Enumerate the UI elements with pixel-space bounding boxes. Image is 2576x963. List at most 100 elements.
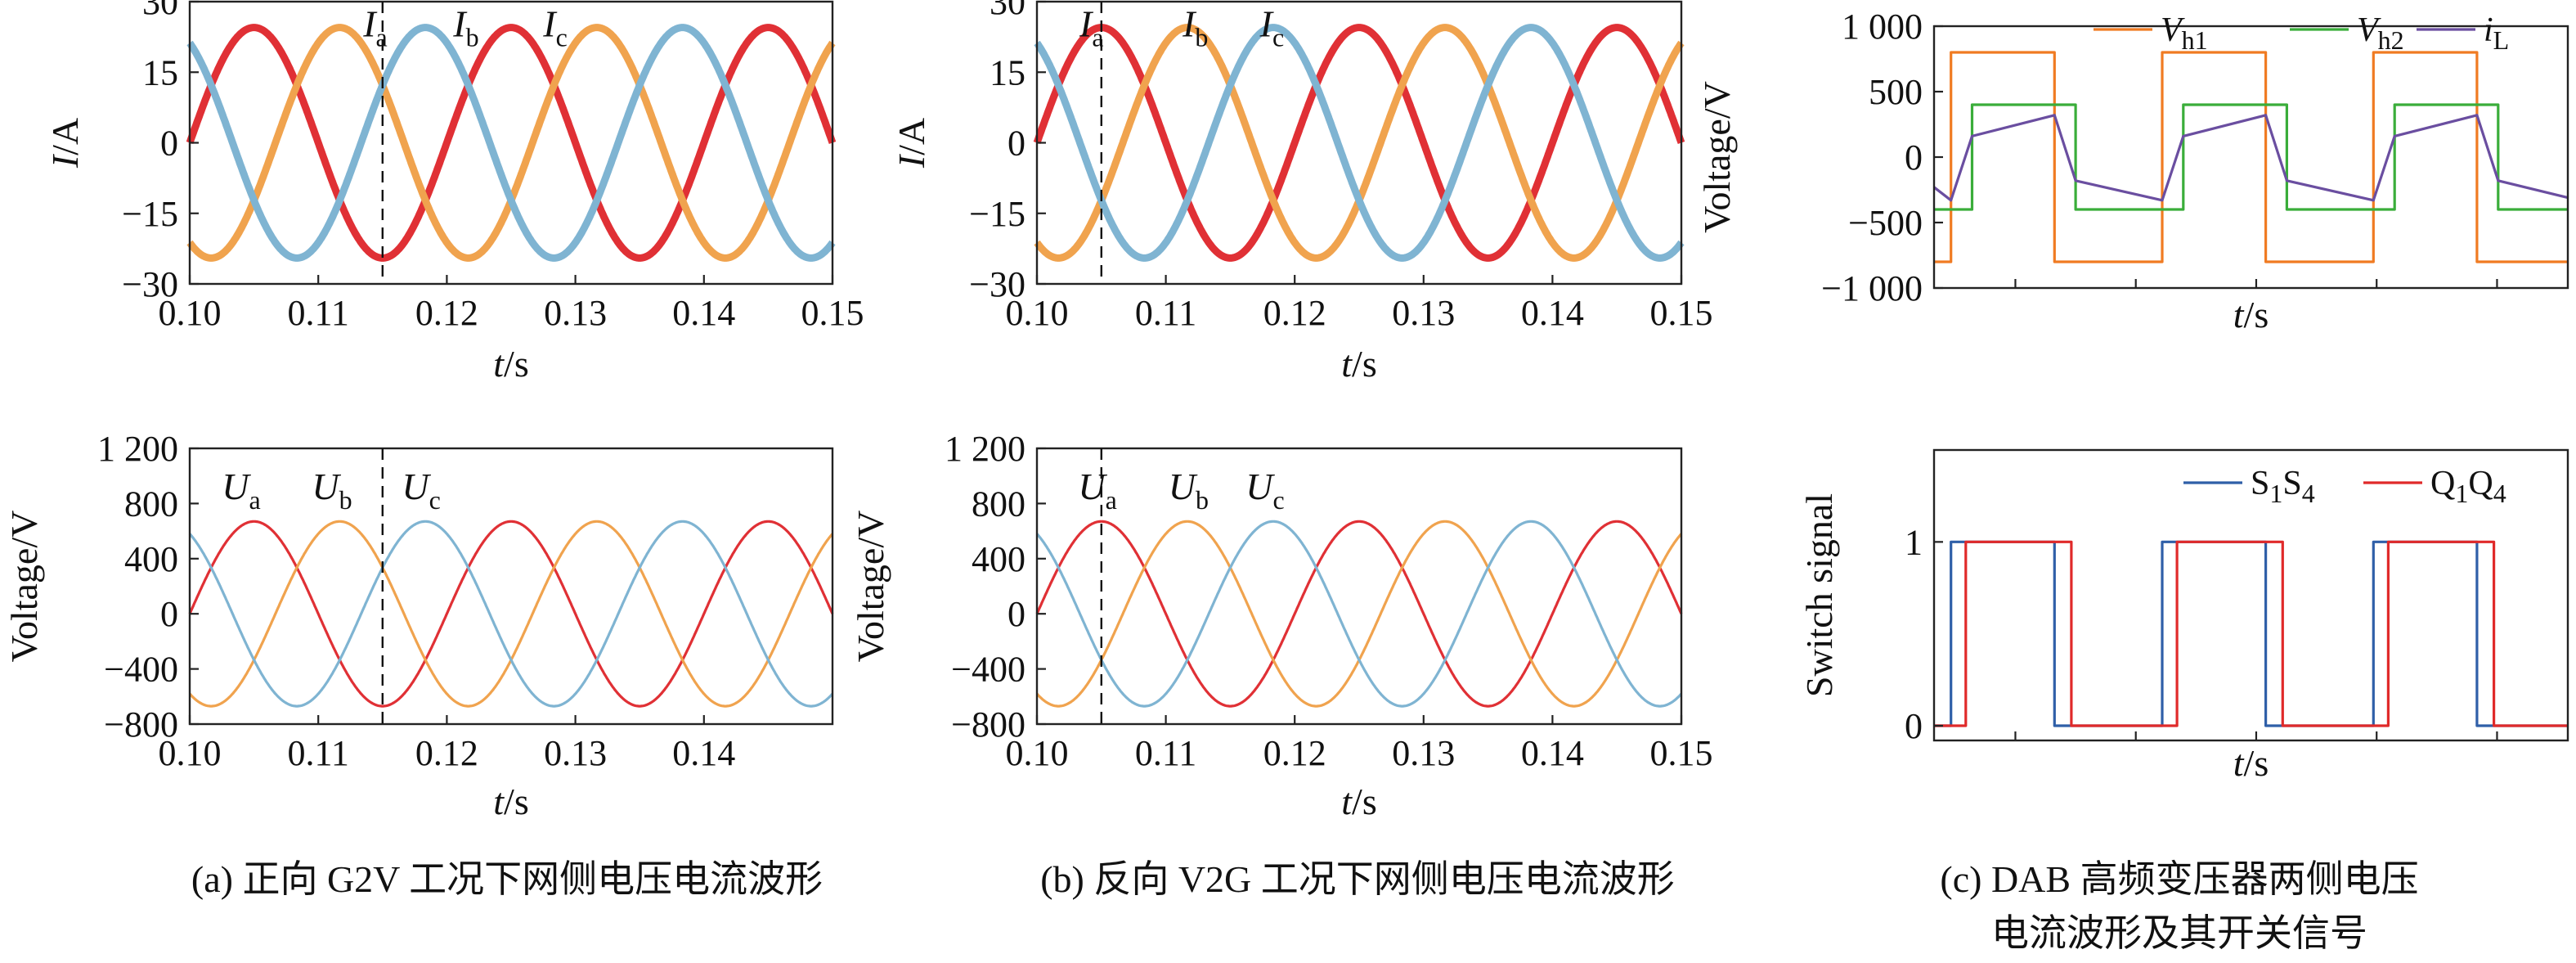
panel-b-voltage-plot: 0.10 0.11 0.12 0.13 0.14 0.15 1 200 800 400 0 −400… <box>850 429 1713 822</box>
series-line-s1s4 <box>1934 540 2568 727</box>
series-line-uc <box>188 520 834 708</box>
y-tick-label: −15 <box>969 194 1025 234</box>
x-tick-label: 0.13 <box>1392 733 1455 773</box>
series-line-vh1 <box>1934 51 2568 263</box>
series-line-uc <box>1035 520 1683 708</box>
series-line-ua <box>188 520 834 708</box>
y-tick-label: −400 <box>951 650 1025 690</box>
y-tick-label: −400 <box>104 650 178 690</box>
y-tick-label: 15 <box>990 52 1025 92</box>
x-axis-label: t/s <box>1341 781 1376 822</box>
plot-frame <box>1035 0 1683 286</box>
x-tick-label: 0.14 <box>672 733 735 773</box>
y-tick-label: −800 <box>951 704 1025 745</box>
x-axis-label: t/s <box>493 343 528 385</box>
y-tick-label: 0 <box>160 124 178 164</box>
y-tick-label: 0 <box>1905 137 1923 178</box>
x-tick-label: 0.10 <box>159 293 222 333</box>
x-tick-label: 0.10 <box>1006 293 1069 333</box>
caption-a: (a) 正向 G2V 工况下网侧电压电流波形 <box>191 858 823 900</box>
y-tick-label: 30 <box>990 0 1025 22</box>
y-axis-label: I/A <box>891 118 932 169</box>
y-tick-label: −30 <box>969 264 1025 304</box>
x-tick-label: 0.12 <box>1263 293 1326 333</box>
y-axis-label: Voltage/V <box>3 511 45 663</box>
x-tick-label: 0.14 <box>1521 733 1584 773</box>
x-tick-label: 0.13 <box>544 733 607 773</box>
legend-label: iL <box>2484 11 2509 55</box>
panel-c-dab-waveform-plot: 1 000 500 0 −500 −1 000 t/s Voltage/V Vh1 Vh2 iL <box>1696 7 2569 335</box>
y-tick-label: 0 <box>1008 124 1025 164</box>
y-tick-label: 1 000 <box>1842 7 1923 47</box>
caption-b: (b) 反向 V2G 工况下网侧电压电流波形 <box>1040 858 1675 900</box>
caption-c-line2: 电流波形及其开关信号 <box>1991 912 2367 954</box>
plot-frame <box>1932 448 2569 742</box>
legend-label: Vh2 <box>2357 11 2404 55</box>
x-axis-label: t/s <box>1341 343 1376 385</box>
x-axis-label: t/s <box>2233 742 2269 784</box>
x-axis-label: t/s <box>493 781 528 822</box>
panel-a-voltage-plot: 0.10 0.11 0.12 0.13 0.14 1 200 800 400 0 −400 −800… <box>3 429 834 822</box>
x-tick-label: 0.10 <box>159 733 222 773</box>
y-axis-label: Voltage/V <box>1696 81 1738 233</box>
x-tick-label: 0.12 <box>1263 733 1326 773</box>
y-axis-label: I/A <box>44 118 86 169</box>
series-annotation: Ib <box>1182 3 1208 52</box>
caption-c-line1: (c) DAB 高频变压器两侧电压 <box>1940 858 2418 900</box>
x-tick-label: 0.15 <box>1650 733 1713 773</box>
y-tick-label: 500 <box>1869 72 1923 112</box>
x-tick-label: 0.11 <box>1135 293 1196 333</box>
series-annotation: Ub <box>312 466 352 515</box>
y-tick-label: −500 <box>1848 203 1923 243</box>
series-line-vh2 <box>1934 103 2568 211</box>
y-tick-label: 400 <box>972 539 1025 579</box>
series-annotation: Ia <box>1079 3 1104 52</box>
panel-b-current-plot: 0.10 0.11 0.12 0.13 0.14 0.15 30 15 0 −15 −30 t/s I/… <box>891 0 1713 385</box>
y-tick-label: −15 <box>122 194 178 234</box>
series-annotation: Ia <box>362 3 388 52</box>
series-line-ua <box>1035 520 1683 708</box>
y-tick-label: 0 <box>1008 594 1025 634</box>
y-tick-label: 1 200 <box>945 429 1025 469</box>
x-tick-label: 0.11 <box>1135 733 1196 773</box>
y-tick-label: 1 <box>1905 522 1923 562</box>
series-annotation: Ic <box>542 3 568 52</box>
y-tick-label: 800 <box>124 484 178 524</box>
plot-frame <box>1035 447 1683 726</box>
y-tick-label: −1 000 <box>1821 268 1923 308</box>
x-tick-label: 0.14 <box>1521 293 1584 333</box>
y-tick-label: 30 <box>142 0 178 22</box>
y-tick-label: −30 <box>122 264 178 304</box>
x-tick-label: 0.15 <box>1650 293 1713 333</box>
x-tick-label: 0.13 <box>544 293 607 333</box>
y-tick-label: 15 <box>142 52 178 92</box>
panel-c-switch-signal-plot: 1 0 t/s Switch signal S1S4 Q1Q4 <box>1798 448 2569 784</box>
x-tick-label: 0.12 <box>415 293 478 333</box>
legend-label: Vh1 <box>2161 11 2208 55</box>
series-line-q1q4 <box>1934 540 2568 727</box>
x-tick-label: 0.10 <box>1006 733 1069 773</box>
y-tick-label: 800 <box>972 484 1025 524</box>
y-axis-label: Switch signal <box>1798 493 1840 697</box>
plot-frame <box>188 0 834 286</box>
series-annotation: Ic <box>1259 3 1285 52</box>
series-line-ia <box>1033 24 1685 262</box>
series-line-ic <box>1034 24 1685 262</box>
series-line-ic <box>186 24 836 262</box>
series-line-il <box>1933 114 2569 202</box>
y-tick-label: 1 200 <box>97 429 178 469</box>
panel-a-current-plot: 0.10 0.11 0.12 0.13 0.14 0.15 30 15 0 −15 −30 t/s I/… <box>44 0 864 385</box>
y-tick-label: −800 <box>104 704 178 745</box>
x-tick-label: 0.15 <box>801 293 864 333</box>
y-tick-label: 0 <box>1905 706 1923 746</box>
series-annotation: Uc <box>402 466 440 515</box>
legend-label: S1S4 <box>2251 465 2315 508</box>
x-tick-label: 0.12 <box>415 733 478 773</box>
x-tick-label: 0.11 <box>288 293 349 333</box>
series-line-ia <box>186 24 837 262</box>
series-annotation: Ua <box>222 466 260 515</box>
y-tick-label: 400 <box>124 539 178 579</box>
plot-frame <box>1932 25 2569 290</box>
series-annotation: Uc <box>1245 466 1284 515</box>
